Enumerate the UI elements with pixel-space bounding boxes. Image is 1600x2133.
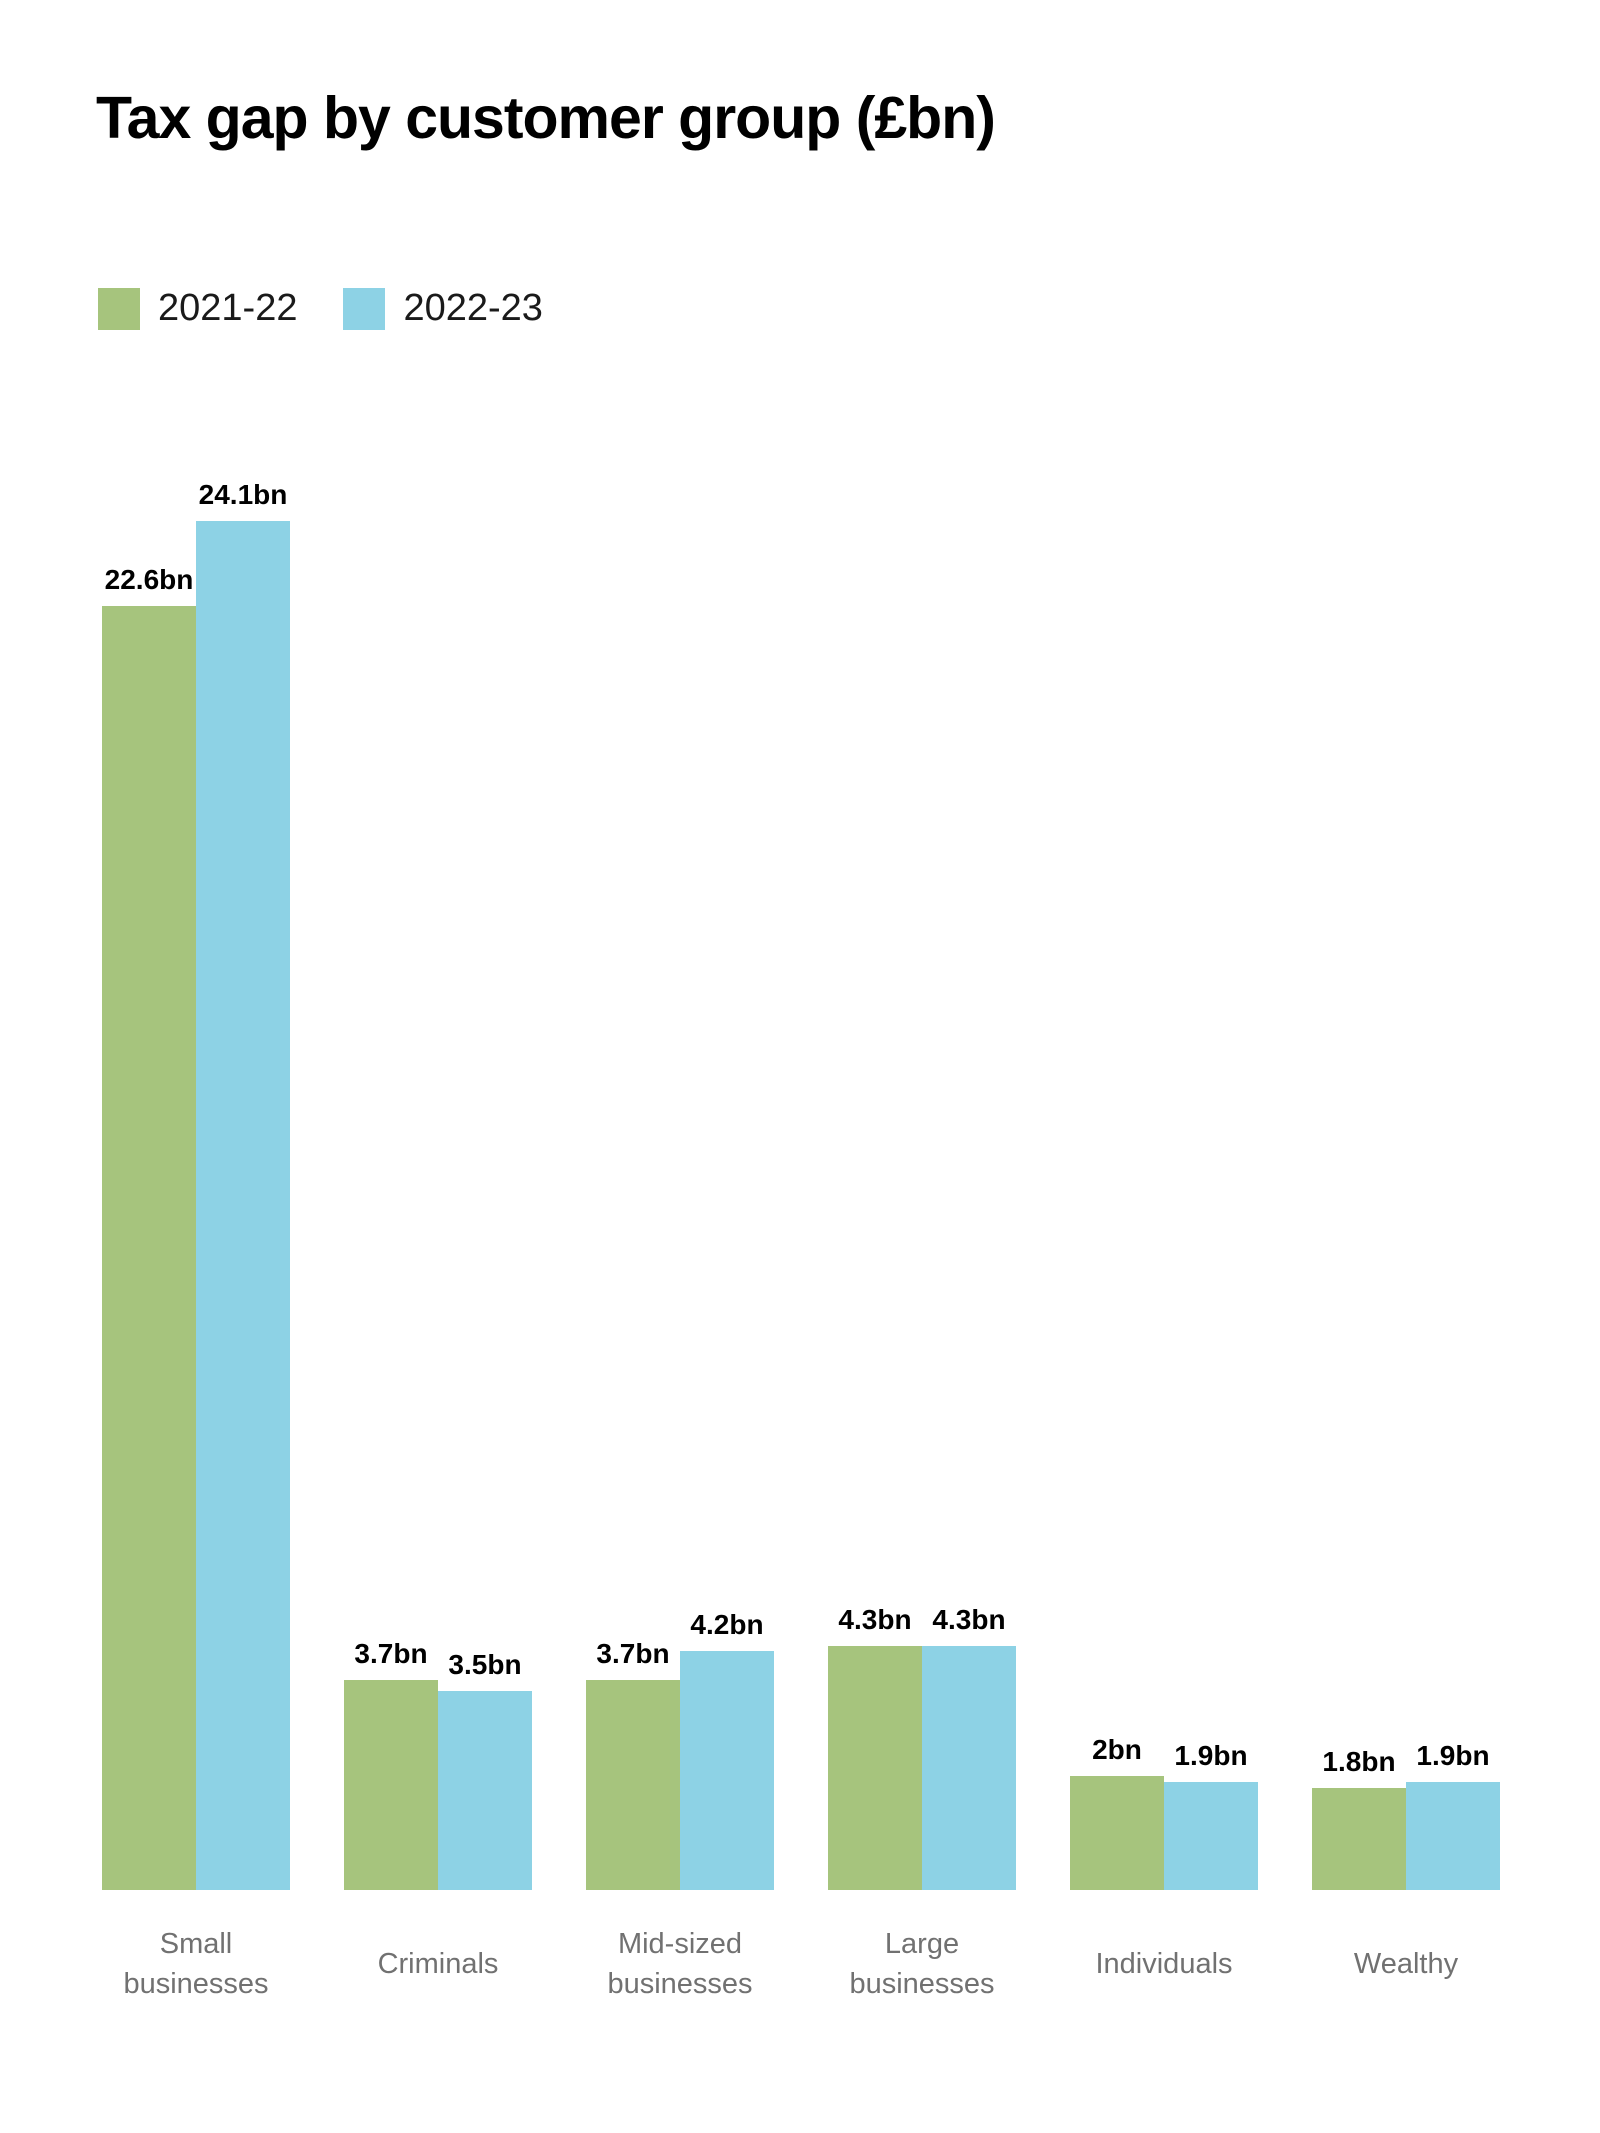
bar-2021-22: 4.3bn <box>828 1604 922 1890</box>
bar-group: 22.6bn 24.1bn <box>102 479 290 1890</box>
bar-2021-22: 1.8bn <box>1312 1746 1406 1890</box>
bar-value-label: 4.3bn <box>838 1604 912 1635</box>
bar-2022-23: 1.9bn <box>1164 1740 1258 1890</box>
bar-value-label: 4.3bn <box>932 1604 1006 1635</box>
bar-2021-22: 3.7bn <box>344 1638 438 1890</box>
bar-group: 2bn 1.9bn <box>1070 1734 1258 1890</box>
bar-2021-22: 2bn <box>1070 1734 1164 1890</box>
bar-value-label: 2bn <box>1092 1734 1142 1765</box>
legend-label-2021-22: 2021-22 <box>158 287 298 329</box>
bar-2022-23: 1.9bn <box>1406 1740 1500 1890</box>
bar-group: 4.3bn 4.3bn <box>828 1604 1016 1890</box>
bar-value-label: 4.2bn <box>690 1609 764 1640</box>
bar-value-label: 3.7bn <box>354 1638 428 1669</box>
bar-2022-23: 24.1bn <box>196 479 290 1890</box>
legend-label-2022-23: 2022-23 <box>403 287 543 329</box>
bar-2022-23: 3.5bn <box>438 1649 532 1890</box>
legend: 2021-22 2022-23 <box>98 287 543 330</box>
chart-title: Tax gap by customer group (£bn) <box>96 85 996 151</box>
category-label: Large businesses <box>849 1928 995 2000</box>
bar-value-label: 22.6bn <box>104 564 194 595</box>
bar-value-label: 1.9bn <box>1416 1740 1490 1771</box>
category-label: Wealthy <box>1353 1948 1459 1980</box>
legend-item-2021-22: 2021-22 <box>98 287 297 330</box>
bar-group: 3.7bn 4.2bn <box>586 1609 774 1890</box>
bar-2021-22: 3.7bn <box>586 1638 680 1890</box>
category-label: Criminals <box>377 1948 499 1980</box>
category-label: Individuals <box>1095 1948 1233 1980</box>
legend-swatch-2022-23 <box>343 287 386 330</box>
bar-2021-22: 22.6bn <box>102 564 196 1890</box>
legend-swatch-2021-22 <box>98 287 140 330</box>
plot-area: 22.6bn 24.1bn 3.7bn 3.5bn 3.7bn 4.2bn 4.3bn 4.3… <box>102 450 1500 1890</box>
bar-value-label: 3.7bn <box>596 1638 670 1669</box>
bar-value-label: 1.9bn <box>1174 1740 1248 1771</box>
legend-item-2022-23: 2022-23 <box>343 287 543 330</box>
bar-group: 3.7bn 3.5bn <box>344 1638 532 1890</box>
bar-value-label: 1.8bn <box>1322 1746 1396 1777</box>
bar-value-label: 3.5bn <box>448 1649 522 1680</box>
category-label: Small businesses <box>123 1928 269 2000</box>
category-label: Mid-sized businesses <box>607 1928 753 2000</box>
bar-2022-23: 4.3bn <box>922 1604 1016 1890</box>
category-labels: Small businesses Criminals Mid-sized busin… <box>102 1912 1500 2016</box>
bar-group: 1.8bn 1.9bn <box>1312 1740 1500 1890</box>
bar-2022-23: 4.2bn <box>680 1609 774 1890</box>
bar-value-label: 24.1bn <box>198 479 288 510</box>
